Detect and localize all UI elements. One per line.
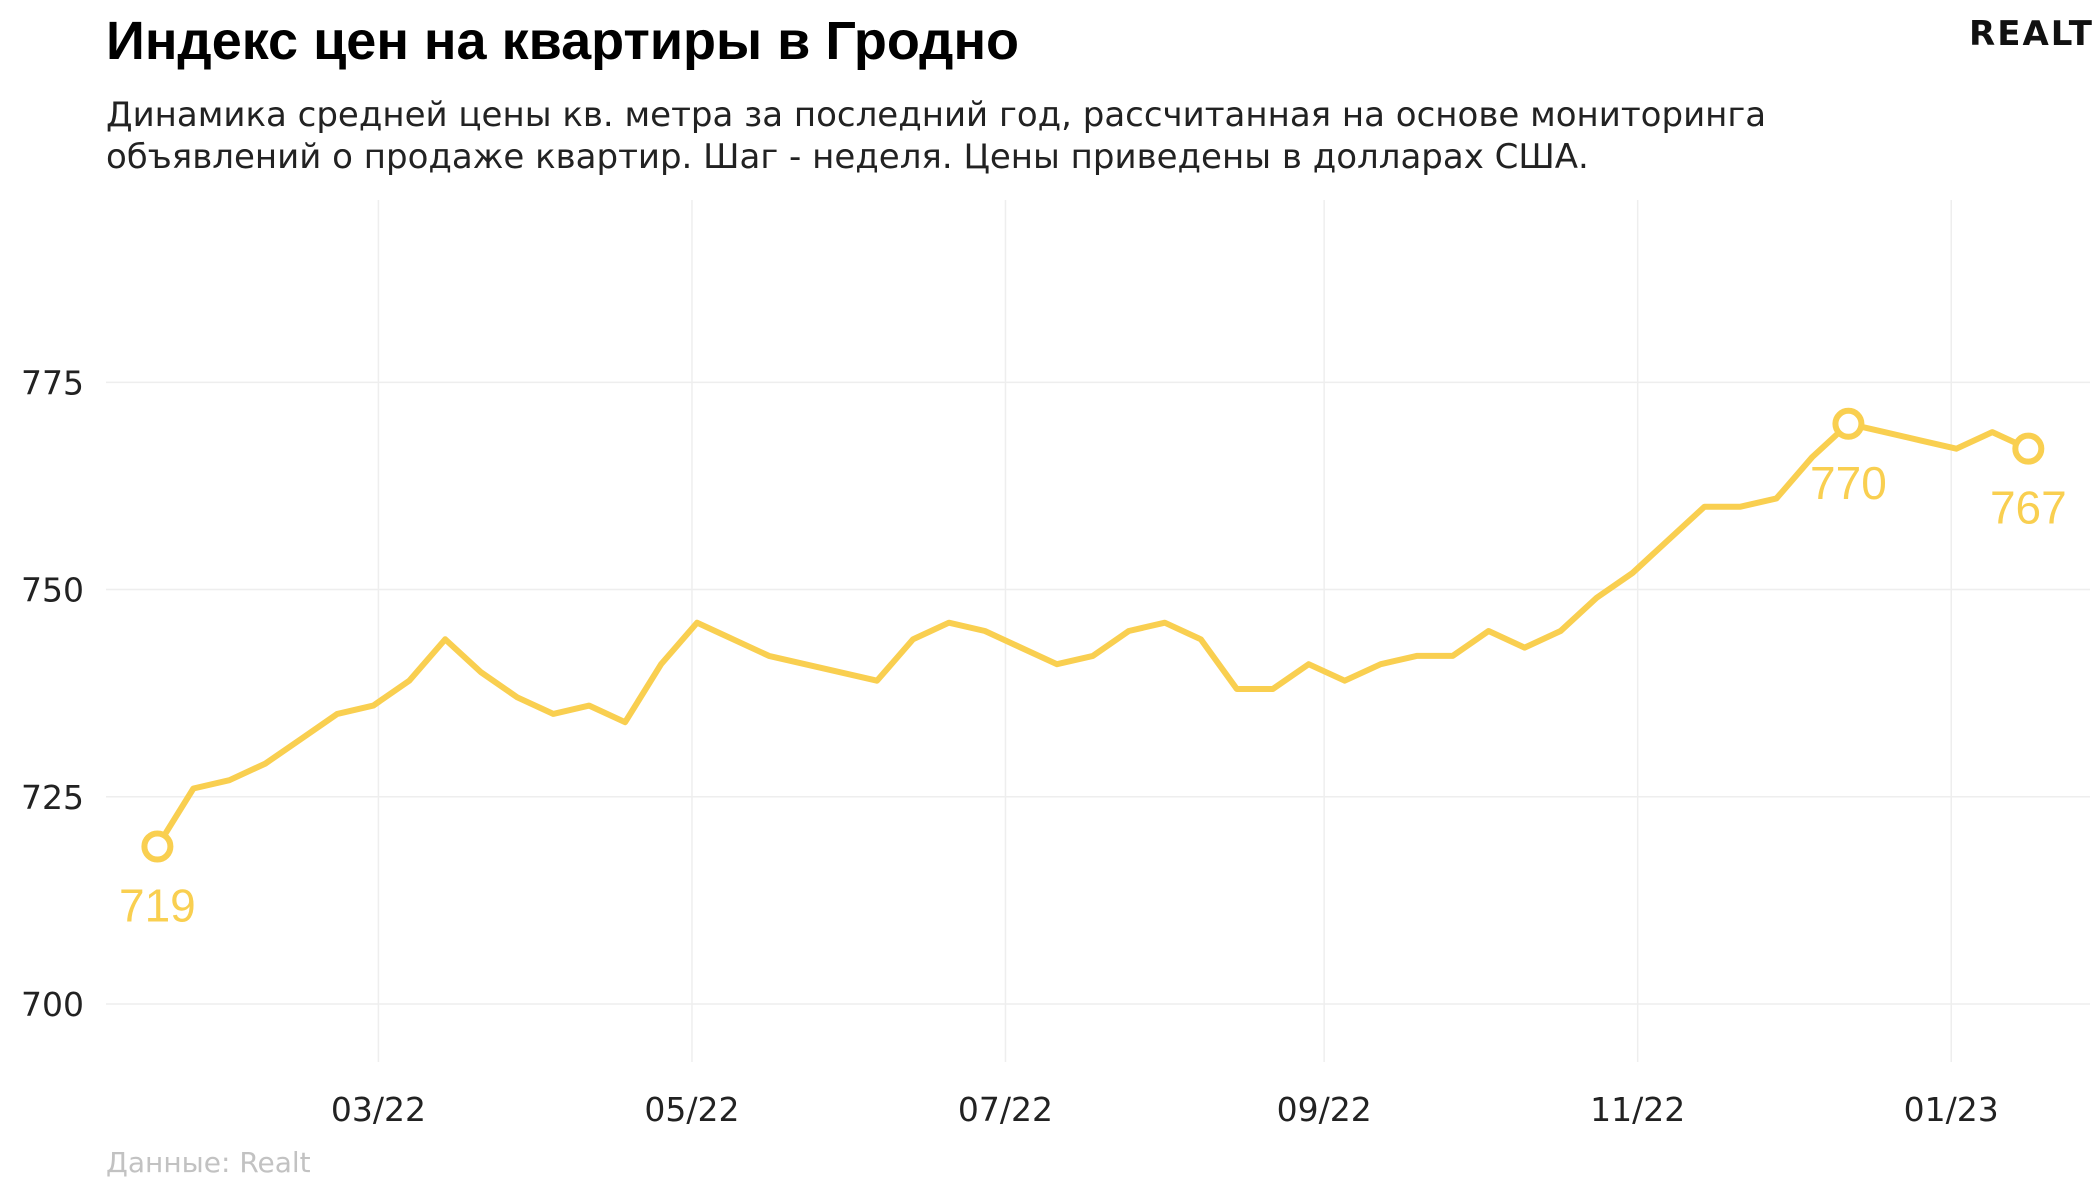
series-line	[154, 420, 2032, 850]
grid	[106, 200, 2090, 1062]
data-source: Данные: Realt	[106, 1146, 311, 1179]
y-tick-label: 725	[21, 778, 84, 817]
y-tick-label: 775	[21, 363, 84, 402]
x-tick-label: 11/22	[1590, 1090, 1685, 1129]
point-value-label: 719	[119, 880, 196, 932]
chart-title: Индекс цен на квартиры в Гродно	[106, 11, 1020, 71]
x-tick-label: 01/23	[1904, 1090, 1999, 1129]
y-tick-label: 750	[21, 571, 84, 610]
realt-logo: REALT	[1969, 14, 2094, 54]
point-value-label: 767	[1990, 482, 2067, 534]
annotations: 719 770 767	[119, 407, 2067, 932]
series-line-layer	[154, 420, 2032, 850]
x-tick-label: 07/22	[958, 1090, 1053, 1129]
highlight-point	[141, 830, 174, 863]
x-tick-label: 09/22	[1277, 1090, 1372, 1129]
chart-subtitle: Динамика средней цены кв. метра за после…	[106, 95, 1767, 177]
point-value-label: 770	[1810, 457, 1887, 509]
x-tick-label: 03/22	[331, 1090, 426, 1129]
highlight-point	[2012, 432, 2045, 465]
x-tick-label: 05/22	[644, 1090, 739, 1129]
highlight-point	[1832, 407, 1865, 440]
axis-labels: 700 725 750 775 03/22 05/22 07/22 09/22 11/22 01/…	[21, 363, 1999, 1129]
y-tick-label: 700	[21, 985, 84, 1024]
